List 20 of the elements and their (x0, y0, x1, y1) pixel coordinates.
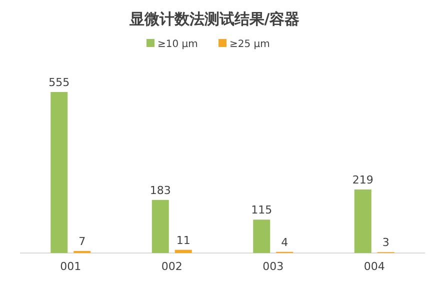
chart-title: 显微计数法测试结果/容器 (128, 10, 300, 28)
bar (354, 189, 372, 253)
bar (174, 250, 192, 253)
legend-label: ≥25 μm (230, 39, 270, 50)
data-label: 555 (48, 76, 70, 89)
data-label: 219 (352, 173, 374, 186)
legend-label: ≥10 μm (158, 39, 198, 50)
data-label: 3 (382, 236, 390, 250)
data-label: 7 (78, 234, 86, 248)
bar (253, 220, 270, 253)
bar (50, 92, 68, 253)
data-label: 183 (150, 184, 171, 197)
data-label: 11 (176, 234, 190, 247)
data-label: 4 (281, 236, 288, 249)
bar (152, 200, 169, 253)
x-tick-label: 004 (364, 260, 385, 273)
x-tick-label: 002 (161, 260, 182, 273)
data-label: 115 (251, 204, 272, 217)
x-tick-label: 003 (262, 260, 284, 273)
x-tick-label: 001 (60, 260, 82, 273)
